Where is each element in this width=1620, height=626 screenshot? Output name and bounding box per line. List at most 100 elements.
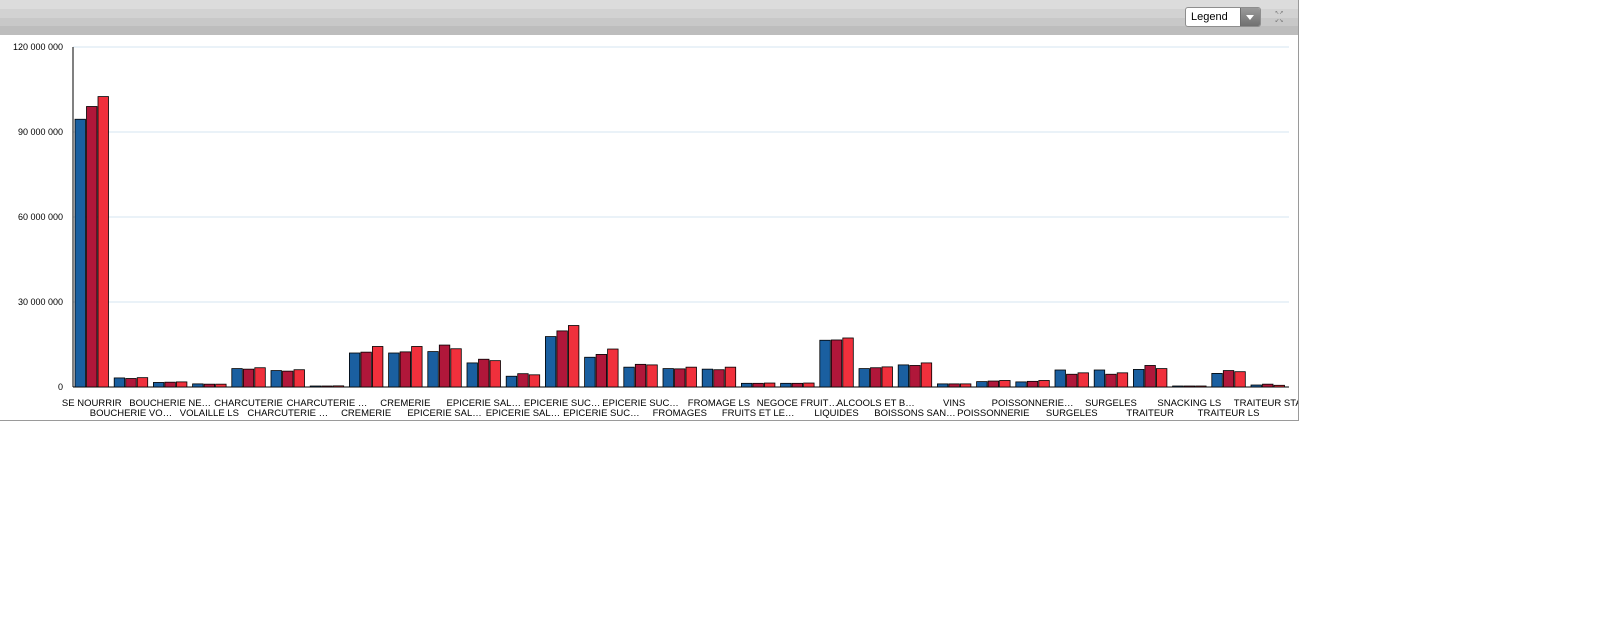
bar[interactable]: [215, 383, 227, 388]
bar[interactable]: [152, 382, 165, 388]
bar[interactable]: [1234, 371, 1246, 388]
bar[interactable]: [752, 382, 764, 388]
bar[interactable]: [1133, 369, 1145, 388]
bar[interactable]: [634, 363, 647, 388]
bar[interactable]: [332, 385, 345, 388]
bar[interactable]: [1105, 373, 1117, 388]
bar[interactable]: [113, 377, 126, 388]
bar[interactable]: [1172, 385, 1184, 388]
bar[interactable]: [842, 337, 854, 388]
bar[interactable]: [74, 118, 86, 388]
bar[interactable]: [411, 346, 423, 388]
bar[interactable]: [881, 366, 893, 388]
chevron-down-icon[interactable]: [1240, 8, 1260, 26]
bar[interactable]: [920, 362, 933, 388]
bar[interactable]: [1222, 370, 1235, 388]
bar[interactable]: [1211, 372, 1223, 388]
bar[interactable]: [568, 325, 580, 388]
bar[interactable]: [1066, 373, 1078, 388]
bar[interactable]: [674, 368, 686, 388]
bar[interactable]: [830, 339, 843, 388]
bar[interactable]: [1015, 381, 1027, 388]
bar[interactable]: [623, 366, 635, 388]
bar[interactable]: [505, 375, 518, 388]
bar[interactable]: [1077, 372, 1089, 388]
bar[interactable]: [125, 378, 137, 388]
bar[interactable]: [1195, 385, 1207, 388]
bar[interactable]: [321, 385, 333, 388]
bar[interactable]: [1026, 380, 1039, 388]
bar[interactable]: [858, 368, 870, 388]
bar[interactable]: [164, 381, 176, 388]
bar[interactable]: [685, 366, 697, 388]
bar[interactable]: [713, 369, 725, 388]
bar[interactable]: [371, 346, 384, 388]
resize-icon[interactable]: ↖↗ ↙↘: [1275, 8, 1284, 24]
bar[interactable]: [528, 374, 541, 388]
bar[interactable]: [791, 382, 803, 388]
x-tick-label: EPICERIE SAL…: [447, 398, 521, 409]
bar[interactable]: [987, 380, 999, 388]
bar[interactable]: [293, 369, 305, 388]
bar[interactable]: [724, 366, 737, 388]
bar[interactable]: [242, 368, 255, 388]
bar[interactable]: [584, 356, 596, 388]
x-tick-label: EPICERIE SUC…: [524, 398, 601, 409]
bar[interactable]: [1273, 384, 1285, 388]
bar[interactable]: [764, 382, 776, 388]
bar[interactable]: [450, 348, 462, 388]
bar[interactable]: [438, 344, 451, 388]
bar[interactable]: [192, 383, 204, 388]
bar[interactable]: [556, 330, 568, 388]
bar[interactable]: [348, 352, 361, 388]
bar[interactable]: [819, 339, 831, 388]
bar[interactable]: [136, 377, 149, 388]
bar[interactable]: [960, 383, 972, 388]
bar[interactable]: [1054, 369, 1066, 388]
bar[interactable]: [780, 382, 792, 388]
bar[interactable]: [1038, 380, 1050, 388]
bar[interactable]: [254, 367, 266, 388]
bar[interactable]: [478, 358, 490, 388]
bar[interactable]: [309, 385, 322, 388]
bar[interactable]: [97, 96, 109, 388]
bar[interactable]: [937, 383, 949, 388]
bar[interactable]: [897, 364, 910, 388]
bar[interactable]: [1093, 369, 1106, 388]
bar[interactable]: [1183, 385, 1195, 388]
bar[interactable]: [427, 351, 439, 388]
bar[interactable]: [607, 348, 619, 388]
bar[interactable]: [1144, 365, 1156, 388]
x-tick-label: VOLAILLE LS: [180, 408, 239, 419]
bar[interactable]: [545, 336, 557, 388]
bar[interactable]: [976, 381, 988, 388]
bar[interactable]: [86, 106, 98, 388]
bar[interactable]: [1116, 372, 1129, 388]
bar[interactable]: [175, 381, 188, 388]
bar[interactable]: [282, 370, 294, 388]
bar[interactable]: [803, 382, 815, 388]
bar[interactable]: [646, 364, 658, 388]
bar[interactable]: [466, 362, 478, 388]
bar[interactable]: [909, 365, 921, 388]
bar[interactable]: [388, 352, 400, 388]
bar[interactable]: [517, 373, 529, 388]
bar[interactable]: [1262, 383, 1274, 388]
bar[interactable]: [270, 370, 282, 388]
bar[interactable]: [701, 368, 714, 388]
bar[interactable]: [741, 382, 753, 388]
bar[interactable]: [203, 383, 216, 388]
bar[interactable]: [399, 351, 412, 388]
bar[interactable]: [489, 360, 501, 388]
bar[interactable]: [870, 367, 882, 388]
legend-dropdown[interactable]: Legend: [1185, 7, 1261, 27]
bar[interactable]: [231, 368, 243, 388]
bar[interactable]: [662, 368, 674, 388]
bar[interactable]: [595, 354, 607, 388]
bar[interactable]: [1156, 368, 1168, 388]
x-tick-label: NEGOCE FRUIT…: [757, 398, 838, 409]
bar[interactable]: [999, 380, 1011, 388]
bar[interactable]: [1250, 384, 1262, 388]
bar[interactable]: [360, 351, 372, 388]
bar[interactable]: [948, 383, 960, 388]
